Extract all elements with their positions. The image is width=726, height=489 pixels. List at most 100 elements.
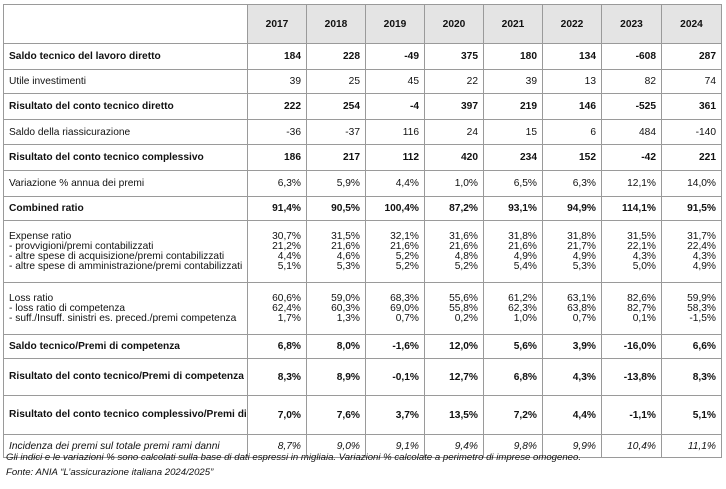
table-row: Risultato del conto tecnico/Premi di com…	[3, 358, 722, 396]
value-cell-2020: 24	[424, 119, 484, 145]
value-cell-2024: 8,3%	[661, 358, 722, 396]
table-row: Variazione % annua dei premi 6,3% 5,9% 4,4%…	[3, 170, 722, 197]
row-label-sub: - suff./Insuff. sinistri es. preced./pre…	[9, 312, 237, 324]
value-cell-2018: 254	[306, 93, 366, 120]
value-cell-2018: 31,5% 21,6% 4,6% 5,3%	[306, 220, 366, 283]
table-row: Risultato del conto tecnico complessivo 1…	[3, 144, 722, 171]
value-cell-2023: -13,8%	[601, 358, 662, 396]
value-line: 61,2%	[508, 292, 537, 304]
value-line: 5,1%	[277, 260, 301, 272]
year-header-2024: 2024	[661, 4, 722, 44]
value-line: 31,8%	[567, 230, 596, 242]
value-cell-2021: 234	[483, 144, 543, 171]
value-cell-2018: 217	[306, 144, 366, 171]
value-line: 21,7%	[567, 240, 596, 252]
row-label: Loss ratio - loss ratio di competenza - su…	[3, 282, 248, 335]
value-line: 4,9%	[513, 250, 537, 262]
row-label: Risultato del conto tecnico complessivo	[3, 144, 248, 171]
value-line: 31,6%	[449, 230, 478, 242]
row-label: Risultato del conto tecnico/Premi di com…	[3, 358, 248, 396]
value-cell-2019: -0,1%	[365, 358, 425, 396]
value-cell-2022: 6,3%	[542, 170, 602, 197]
value-cell-2020: 420	[424, 144, 484, 171]
value-line: 1,3%	[336, 312, 360, 324]
value-cell-2022: 6	[542, 119, 602, 145]
value-cell-2024: 91,5%	[661, 196, 722, 221]
row-label-sub: - altre spese di acquisizione/premi cont…	[9, 250, 225, 262]
value-cell-2022: 94,9%	[542, 196, 602, 221]
table-row: Utile investimenti 39 25 45 22 39 13 82 74	[3, 69, 722, 94]
value-cell-2024: 59,9% 58,3% -1,5%	[661, 282, 722, 335]
value-cell-2024: 5,1%	[661, 395, 722, 435]
header-corner-cell	[3, 4, 248, 44]
value-line: 30,7%	[272, 230, 301, 242]
row-label: Saldo della riassicurazione	[3, 119, 248, 145]
value-line: 59,9%	[687, 292, 716, 304]
value-cell-2021: 15	[483, 119, 543, 145]
row-label: Utile investimenti	[3, 69, 248, 94]
footnote-method: Gli indici e le variazioni % sono calcol…	[6, 452, 582, 463]
value-cell-2023: -16,0%	[601, 334, 662, 359]
value-cell-2024: 361	[661, 93, 722, 120]
header-row: 2017 2018 2019 2020 2021 2022 2023 2024	[3, 4, 722, 44]
row-label: Saldo tecnico/Premi di competenza	[3, 334, 248, 359]
value-line: 21,6%	[331, 240, 360, 252]
value-cell-2017: 184	[247, 43, 307, 70]
table-row: Saldo tecnico del lavoro diretto 184 228 -4…	[3, 43, 722, 70]
value-line: 5,3%	[336, 260, 360, 272]
value-line: 55,8%	[449, 302, 478, 314]
value-cell-2024: -140	[661, 119, 722, 145]
value-cell-2017: -36	[247, 119, 307, 145]
value-cell-2021: 219	[483, 93, 543, 120]
value-line: 32,1%	[390, 230, 419, 242]
value-line: 60,6%	[272, 292, 301, 304]
value-cell-2023: -1,1%	[601, 395, 662, 435]
value-line: 21,6%	[390, 240, 419, 252]
value-cell-2019: -49	[365, 43, 425, 70]
value-line: 0,1%	[632, 312, 656, 324]
row-label-sub: - provvigioni/premi contabilizzati	[9, 240, 154, 252]
table-row: Saldo tecnico/Premi di competenza 6,8% 8,0…	[3, 334, 722, 359]
technical-results-table: 2017 2018 2019 2020 2021 2022 2023 2024 Saldo t…	[3, 4, 722, 458]
value-cell-2017: 60,6% 62,4% 1,7%	[247, 282, 307, 335]
value-cell-2020: 12,7%	[424, 358, 484, 396]
value-cell-2021: 6,8%	[483, 358, 543, 396]
value-line: 31,5%	[627, 230, 656, 242]
value-cell-2017: 6,8%	[247, 334, 307, 359]
value-line: 82,7%	[627, 302, 656, 314]
value-cell-2023: 12,1%	[601, 170, 662, 197]
value-cell-2023: 484	[601, 119, 662, 145]
value-cell-2019: 116	[365, 119, 425, 145]
value-cell-2020: 22	[424, 69, 484, 94]
value-cell-2017: 186	[247, 144, 307, 171]
value-cell-2024: 6,6%	[661, 334, 722, 359]
value-line: 4,8%	[454, 250, 478, 262]
value-cell-2020: 31,6% 21,6% 4,8% 5,2%	[424, 220, 484, 283]
value-cell-2024: 11,1%	[661, 434, 722, 458]
value-cell-2021: 180	[483, 43, 543, 70]
value-cell-2018: 8,9%	[306, 358, 366, 396]
value-cell-2017: 8,3%	[247, 358, 307, 396]
value-cell-2023: 82	[601, 69, 662, 94]
value-cell-2024: 14,0%	[661, 170, 722, 197]
value-line: 0,2%	[454, 312, 478, 324]
table-body: Saldo tecnico del lavoro diretto 184 228 -4…	[3, 43, 722, 458]
value-line: 82,6%	[627, 292, 656, 304]
table-row: Risultato del conto tecnico diretto 222 25…	[3, 93, 722, 120]
value-cell-2024: 74	[661, 69, 722, 94]
value-line: 63,8%	[567, 302, 596, 314]
table-row: Risultato del conto tecnico complessivo/…	[3, 395, 722, 435]
value-cell-2017: 6,3%	[247, 170, 307, 197]
value-cell-2021: 7,2%	[483, 395, 543, 435]
value-line: 1,0%	[513, 312, 537, 324]
row-label-sub: - altre spese di amministrazione/premi c…	[9, 260, 243, 272]
value-cell-2021: 31,8% 21,6% 4,9% 5,4%	[483, 220, 543, 283]
row-label: Risultato del conto tecnico complessivo/…	[3, 395, 248, 435]
value-cell-2017: 222	[247, 93, 307, 120]
value-cell-2021: 9,8%	[483, 434, 543, 458]
year-header-2017: 2017	[247, 4, 307, 44]
table-row: Saldo della riassicurazione -36 -37 116 24 15…	[3, 119, 722, 145]
value-cell-2020: 87,2%	[424, 196, 484, 221]
value-line: 22,4%	[687, 240, 716, 252]
